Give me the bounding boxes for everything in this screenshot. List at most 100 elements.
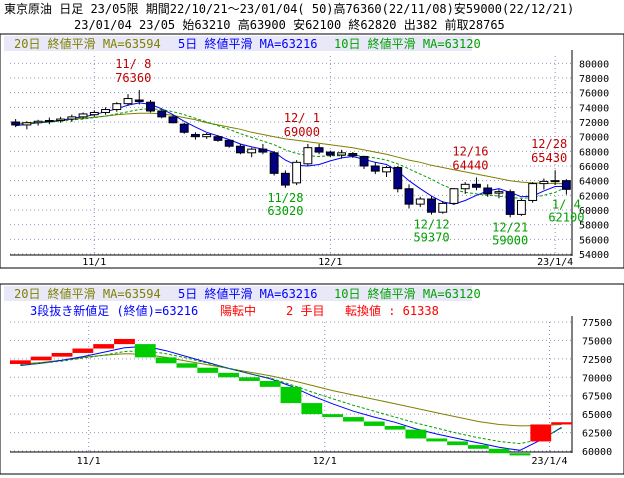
line-break-brick: [51, 352, 73, 357]
y-tick-label: 72500: [582, 355, 612, 366]
x-tick-label: 23/1/4: [531, 456, 567, 467]
candle-body: [224, 139, 234, 147]
line-break-brick: [114, 338, 135, 345]
y-tick-label: 70000: [582, 373, 612, 384]
y-tick-label: 76000: [579, 89, 609, 100]
y-tick-label: 72000: [579, 118, 609, 129]
candle-body: [528, 183, 538, 201]
candle-body: [427, 198, 436, 213]
candle-body: [348, 153, 358, 157]
line-break-brick: [301, 403, 323, 415]
candle-body: [314, 147, 324, 153]
legend-ma5-bottom: 5日 終値平滑 MA=63216: [178, 286, 317, 301]
line-break-brick: [405, 429, 427, 439]
annotation-date: 12/28: [531, 137, 567, 151]
top-grid: [10, 56, 572, 255]
line-break-brick: [259, 380, 281, 387]
y-tick-label: 62000: [579, 191, 609, 202]
line-break-brick: [551, 422, 572, 425]
y-tick-label: 62500: [582, 429, 612, 440]
x-tick-label: 12/1: [313, 456, 337, 467]
candle-body: [561, 180, 571, 190]
candle-body: [123, 98, 133, 105]
x-tick-label: 12/1: [318, 257, 342, 268]
candle-body: [472, 183, 481, 188]
annotation-value: 59000: [492, 233, 528, 247]
annotation-value: 65430: [531, 151, 567, 165]
candle-body: [550, 180, 560, 183]
candle-body: [101, 109, 110, 113]
candle-body: [269, 152, 279, 174]
header-background: [0, 0, 624, 34]
ma5-line: [20, 345, 562, 451]
candle-body: [179, 123, 189, 133]
y-tick-label: 56000: [579, 235, 609, 246]
line-break-brick: [218, 372, 239, 378]
candle-body: [213, 136, 223, 141]
candle-body: [382, 166, 391, 173]
candle-body: [67, 116, 77, 120]
ma20-line: [20, 353, 562, 427]
x-tick-label: 23/1/4: [537, 257, 573, 268]
candle-body: [157, 110, 167, 118]
candle-body: [483, 187, 493, 195]
candle-body: [89, 111, 99, 116]
annotation-date: 11/ 8: [115, 57, 151, 71]
legend-ma20-top: 20日 終値平滑 MA=63594: [14, 36, 161, 51]
candle-body: [258, 148, 268, 153]
candle-body: [404, 188, 414, 205]
line-break-brick: [93, 344, 115, 349]
candle-body: [449, 188, 459, 204]
candle-body: [235, 145, 245, 154]
candle-body: [191, 133, 200, 138]
legend-ma5-top: 5日 終値平滑 MA=63216: [178, 36, 317, 51]
annotation-date: 12/21: [492, 220, 528, 234]
y-tick-label: 68000: [579, 147, 609, 158]
candle-body: [11, 121, 21, 126]
header-line-2: 23/01/04 23/05 始63210 高63900 安62100 終628…: [74, 17, 505, 32]
candle-body: [438, 202, 448, 213]
bottom-grid: [10, 321, 572, 452]
annotation-value: 63020: [267, 204, 303, 218]
line-break-brick: [363, 421, 385, 426]
bottom-x-axis: 11/1 12/1 23/1/4: [10, 451, 572, 467]
candle-body: [337, 152, 347, 156]
top-y-axis: 80000 78000 76000 74000 72000 70000 68000 66000…: [571, 50, 609, 261]
step-count: 2 手目: [286, 304, 324, 318]
candle-body: [202, 133, 212, 138]
y-tick-label: 60000: [579, 206, 609, 217]
y-tick-label: 66000: [579, 162, 609, 173]
line-break-brick: [30, 356, 52, 361]
line-break-brick: [176, 363, 198, 368]
candle-body: [134, 99, 144, 102]
top-legend-background: [4, 36, 472, 51]
candle-body: [303, 147, 313, 165]
x-tick-label: 11/1: [77, 456, 101, 467]
legend-ma10-bottom: 10日 終値平滑 MA=63120: [334, 286, 481, 301]
three-line-break-label: 3段抜き新値足 (終値)=63216: [30, 303, 198, 318]
y-tick-label: 75000: [582, 336, 612, 347]
line-break-brick: [72, 348, 94, 353]
annotation-value: 64440: [452, 158, 488, 172]
candle-body: [56, 118, 66, 122]
y-tick-label: 67500: [582, 392, 612, 403]
candle-body: [460, 183, 470, 190]
annotation-date: 11/28: [267, 191, 303, 205]
line-break-brick: [322, 414, 344, 418]
candle-body: [505, 191, 515, 215]
line-break-brick: [530, 424, 552, 442]
candle-body: [168, 116, 178, 124]
line-break-brick: [467, 445, 489, 449]
line-break-brick: [343, 417, 364, 422]
line-break-brick: [155, 357, 177, 364]
line-break-brick: [134, 344, 156, 358]
candle-body: [415, 198, 425, 205]
line-break-brick: [280, 386, 302, 404]
trend-status: 陽転中: [220, 303, 256, 318]
candle-body: [112, 103, 122, 111]
y-tick-label: 78000: [579, 74, 609, 85]
line-break-brick: [197, 367, 219, 373]
annotation-value: 62100: [548, 211, 584, 225]
annotation-date: 12/ 1: [284, 111, 320, 125]
annotation-date: 12/16: [452, 144, 488, 158]
